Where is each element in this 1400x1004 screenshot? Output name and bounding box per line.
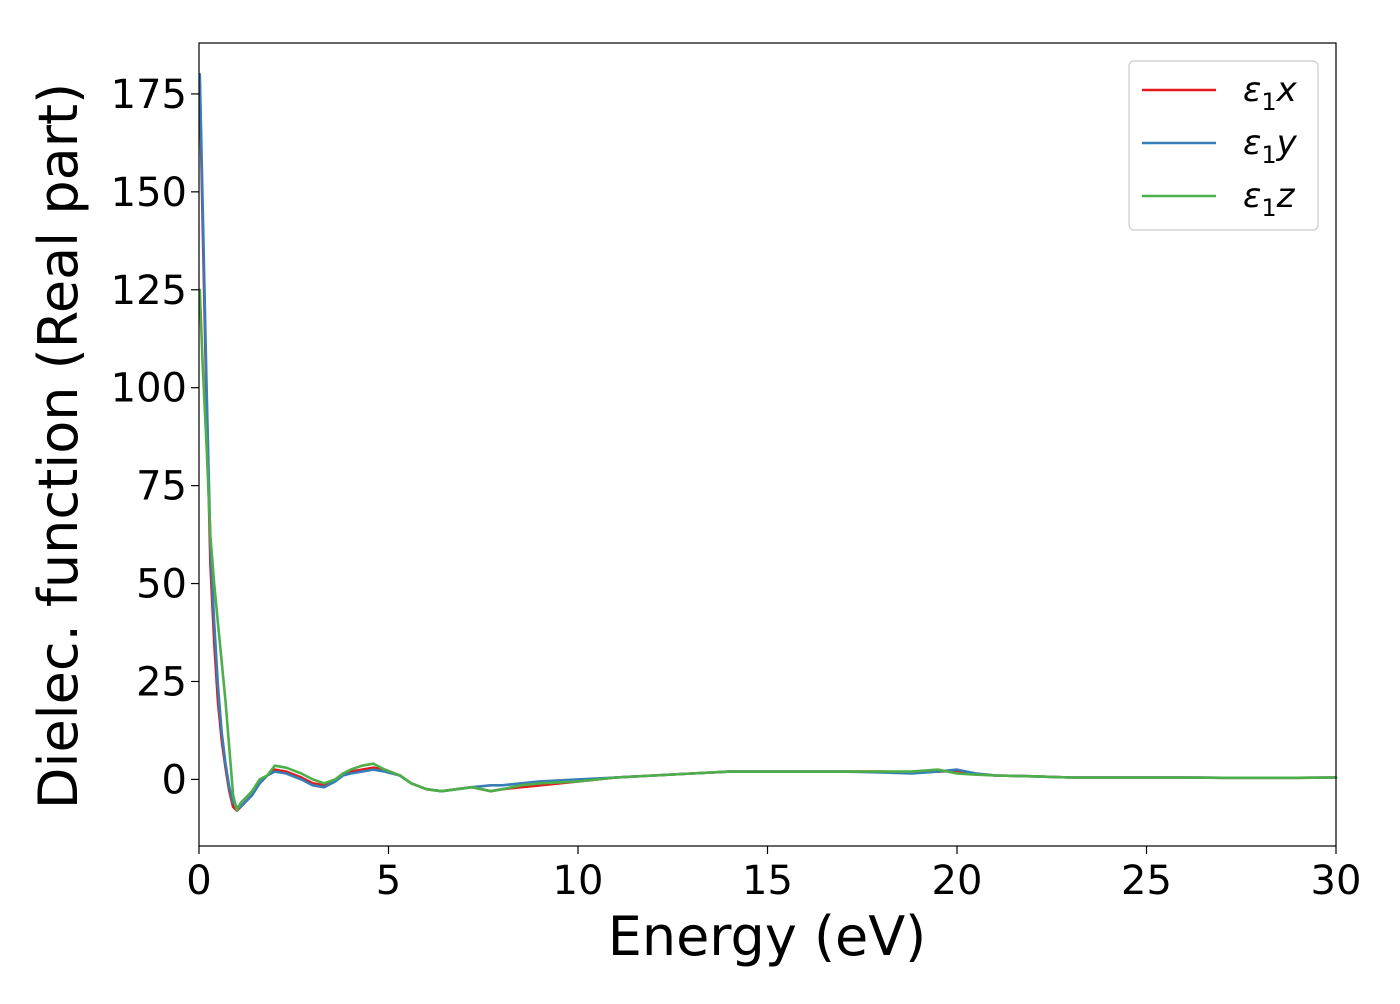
y-tick-label: 75 [136,464,187,510]
legend: ε1x ε1y ε1z [1128,60,1319,231]
y-axis-title: Dielec. function (Real part) [27,83,90,809]
x-tick-label: 25 [1121,858,1172,904]
legend-box [1128,60,1319,231]
y-tick-label: 0 [162,757,187,803]
x-tick-label: 0 [186,858,211,904]
y-tick-label: 150 [111,170,187,216]
y-tick-label: 175 [111,72,187,118]
y-tick-label: 125 [111,268,187,314]
legend-label-z: ε1z [1243,176,1296,222]
legend-label-y: ε1y [1243,123,1298,169]
plot-series-group [198,73,1338,812]
series-line-z [198,288,1338,812]
legend-label-x: ε1x [1243,70,1298,116]
y-tick-label: 25 [136,659,187,705]
x-axis-title: Energy (eV) [608,905,927,968]
x-tick-label: 15 [742,858,793,904]
y-tick-label: 100 [111,366,187,412]
x-tick-label: 5 [376,858,401,904]
x-axis-ticks: 0 5 10 15 20 25 30 [186,846,1361,904]
x-tick-label: 20 [932,858,983,904]
y-tick-label: 50 [136,562,187,608]
x-tick-label: 30 [1311,858,1362,904]
x-tick-label: 10 [553,858,604,904]
y-axis-ticks: 0 25 50 75 100 125 150 175 [111,72,199,803]
